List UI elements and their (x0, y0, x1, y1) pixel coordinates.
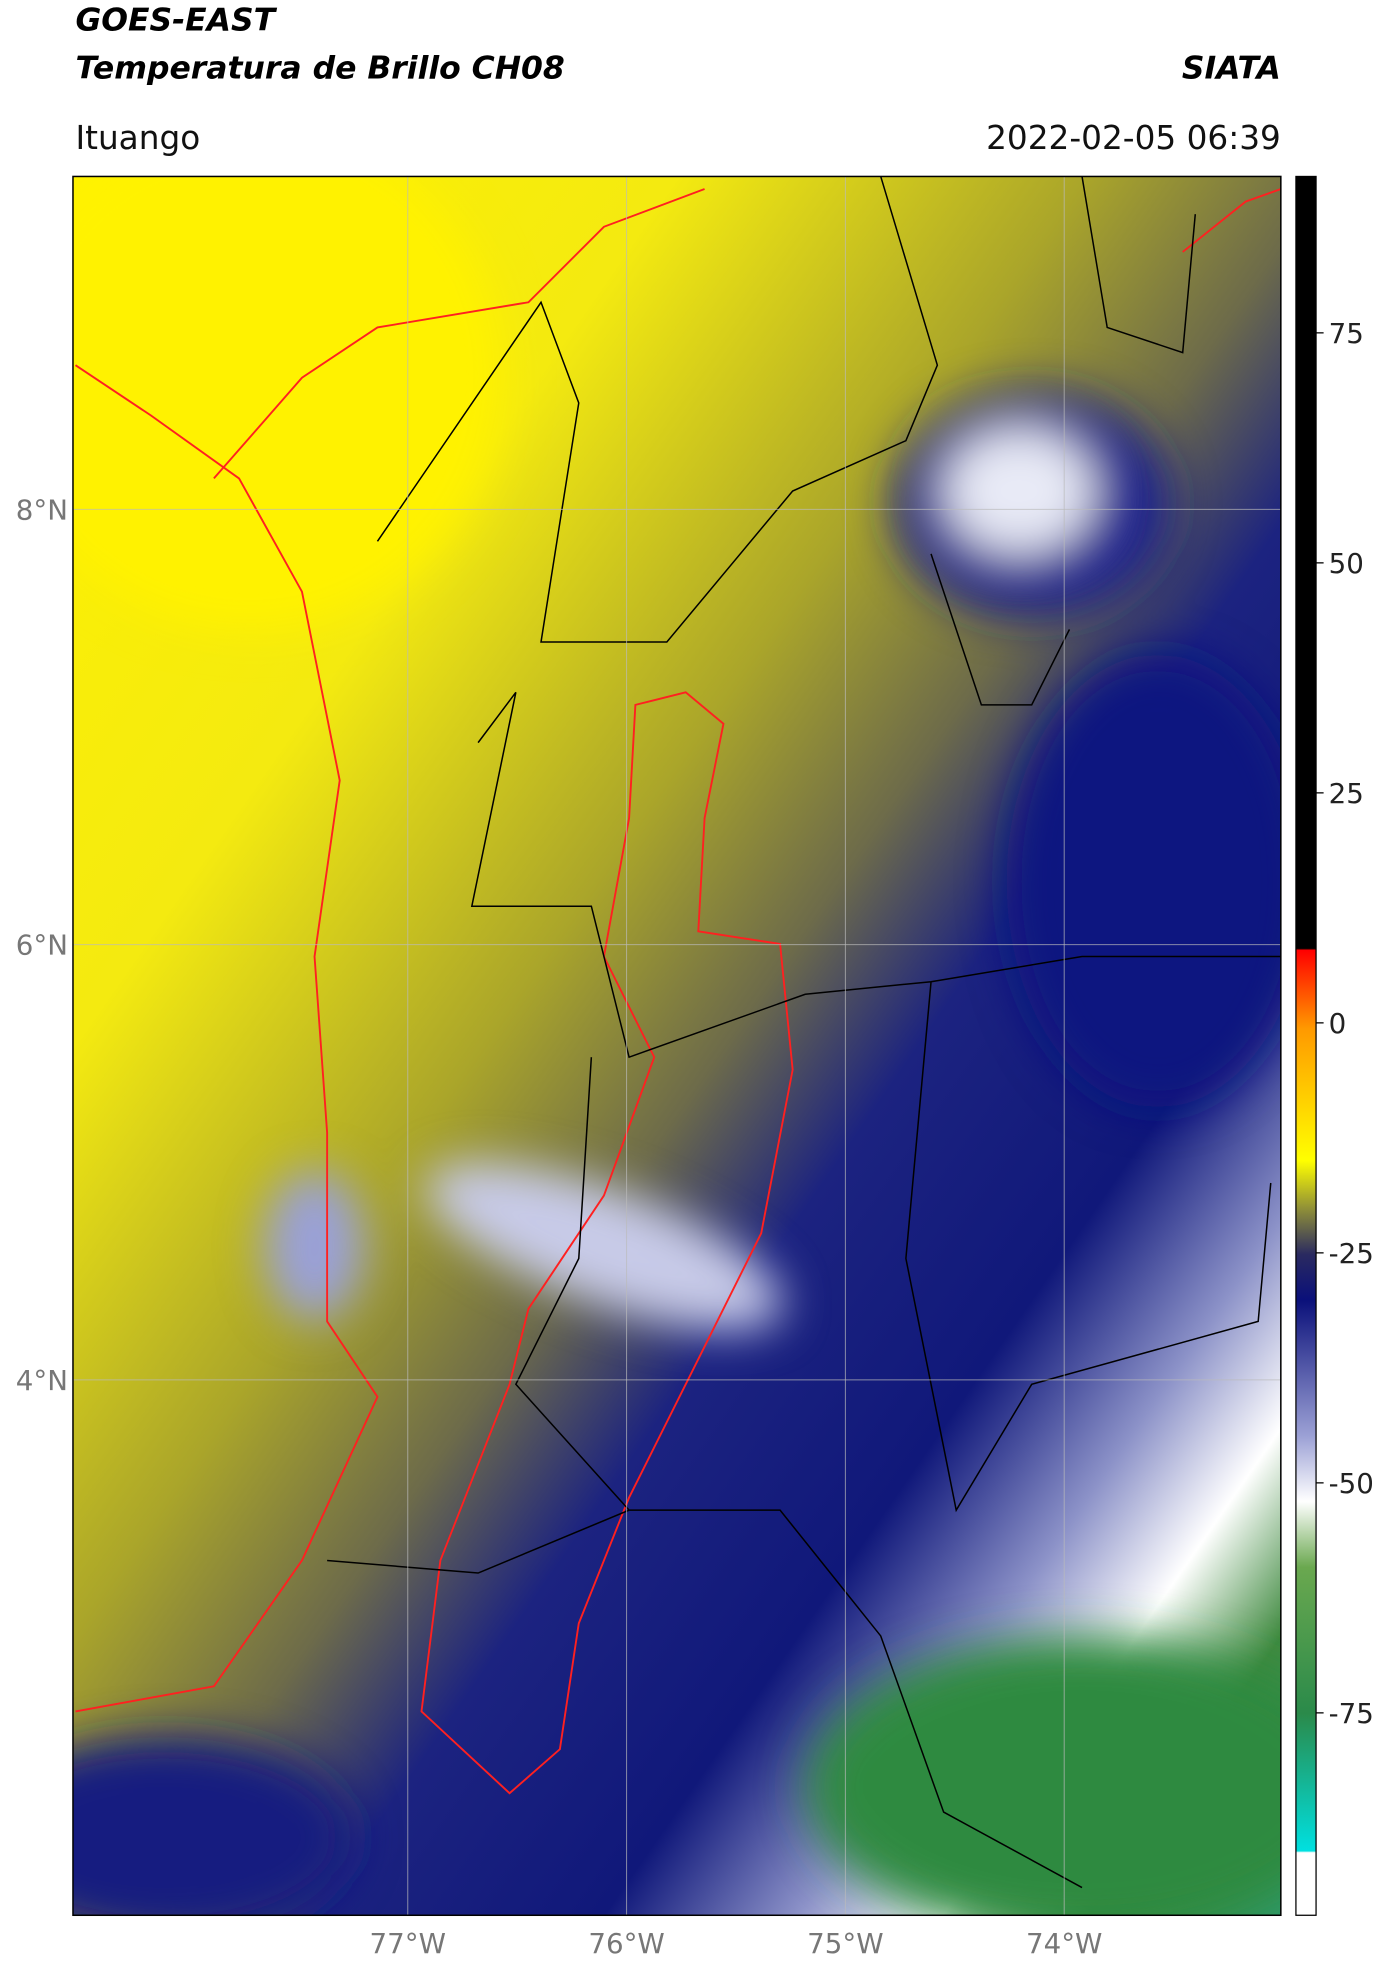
map-frame (72, 175, 1282, 1917)
lon-tick-label: 76°W (588, 1927, 664, 1960)
lon-tick-label: 74°W (1026, 1927, 1102, 1960)
colorbar-tick-label: -50 (1329, 1467, 1374, 1500)
colorbar-tick-label: -25 (1329, 1237, 1374, 1270)
colorbar-tick-label: 0 (1329, 1007, 1347, 1040)
colorbar-tick-label: 25 (1329, 777, 1364, 810)
title: GOES-EAST (75, 3, 277, 39)
lon-tick-label: 75°W (807, 1927, 883, 1960)
colorbar-tick-label: 50 (1329, 547, 1364, 580)
lat-tick-label: 4°N (16, 1364, 68, 1397)
colorbar-tick-label: -75 (1329, 1697, 1374, 1730)
lat-tick-label: 8°N (16, 493, 68, 526)
colorbar-tick-label: 75 (1329, 317, 1364, 350)
datetime: 2022-02-05 06:39 (986, 119, 1281, 157)
location: Ituango (75, 119, 200, 157)
lon-tick-label: 77°W (370, 1927, 446, 1960)
source: SIATA (1182, 50, 1281, 86)
map-image (72, 176, 1281, 1916)
title: Temperatura de Brillo CH08 (75, 50, 564, 86)
lat-tick-label: 6°N (16, 929, 68, 962)
colorbar (1295, 175, 1317, 1916)
